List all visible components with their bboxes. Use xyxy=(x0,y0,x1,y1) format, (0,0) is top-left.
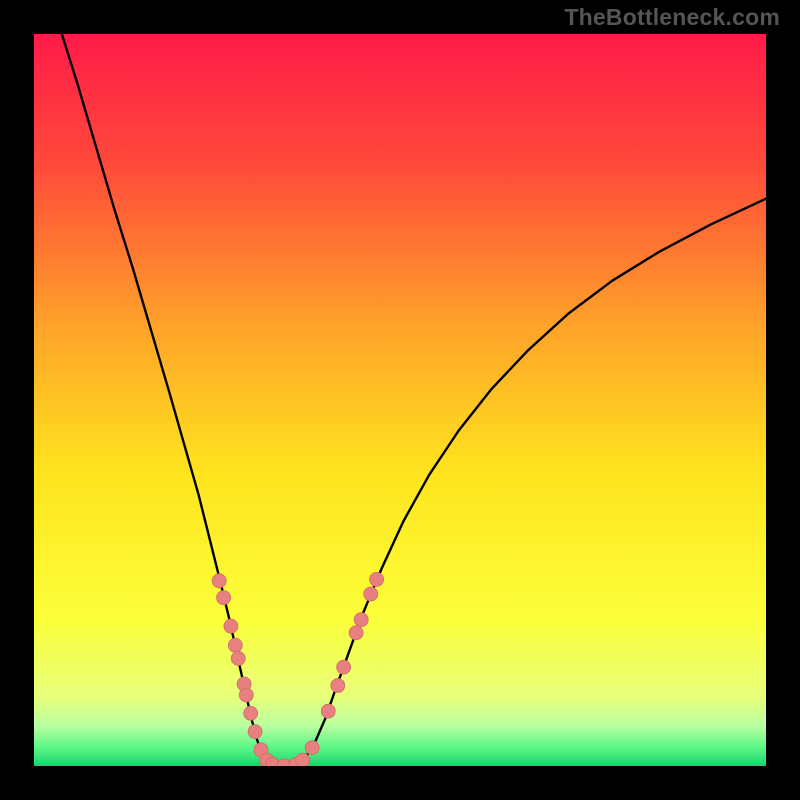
bottleneck-curve-chart xyxy=(34,34,766,766)
data-point xyxy=(354,613,368,627)
data-point xyxy=(224,619,238,633)
data-point xyxy=(239,688,253,702)
watermark-text: TheBottleneck.com xyxy=(564,4,780,31)
data-point xyxy=(217,591,231,605)
chart-frame: TheBottleneck.com xyxy=(0,0,800,800)
data-point xyxy=(331,678,345,692)
data-point xyxy=(231,651,245,665)
data-point xyxy=(321,704,335,718)
gradient-background xyxy=(34,34,766,766)
data-point xyxy=(364,587,378,601)
data-point xyxy=(228,638,242,652)
plot-area xyxy=(34,34,766,766)
data-point xyxy=(296,753,310,766)
data-point xyxy=(337,660,351,674)
data-point xyxy=(349,626,363,640)
data-point xyxy=(305,741,319,755)
data-point xyxy=(244,706,258,720)
data-point xyxy=(248,725,262,739)
data-point xyxy=(370,572,384,586)
data-point xyxy=(212,574,226,588)
